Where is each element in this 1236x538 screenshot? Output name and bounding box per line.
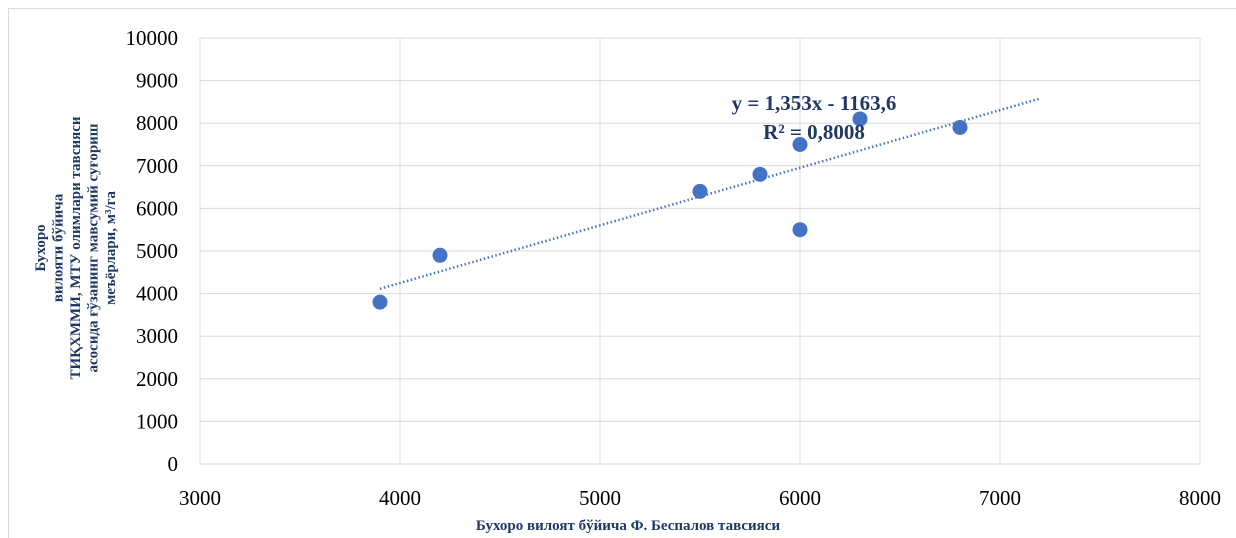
y-tick-label: 10000 xyxy=(126,26,179,50)
y-tick-label: 5000 xyxy=(136,239,178,263)
x-tick-label: 8000 xyxy=(1179,486,1221,510)
y-tick-label: 8000 xyxy=(136,111,178,135)
data-point xyxy=(692,183,708,199)
trendline xyxy=(379,97,1041,290)
gridlines xyxy=(199,37,1201,465)
data-points xyxy=(372,111,968,310)
data-point xyxy=(952,119,968,135)
data-point xyxy=(792,137,808,152)
y-tick-label: 9000 xyxy=(136,69,178,93)
data-point xyxy=(432,247,448,263)
y-tick-label: 6000 xyxy=(136,196,178,220)
trendline-equation: y = 1,353x - 1163,6 xyxy=(732,91,897,115)
r-squared-label: R² = 0,8008 xyxy=(763,120,865,144)
y-axis-title-line: меъёрлари, м³/га xyxy=(103,191,119,305)
y-axis-title-line: Бухоро xyxy=(33,224,49,271)
y-tick-label: 3000 xyxy=(136,324,178,348)
y-tick-label: 4000 xyxy=(136,282,178,306)
x-tick-label: 7000 xyxy=(979,486,1021,510)
y-tick-label: 2000 xyxy=(136,367,178,391)
data-point xyxy=(372,294,388,310)
y-axis-ticks: 0 1000 2000 3000 4000 5000 6000 7000 8000 9000 100… xyxy=(126,26,179,476)
data-point xyxy=(852,111,868,127)
x-tick-label: 4000 xyxy=(379,486,421,510)
y-tick-label: 7000 xyxy=(136,154,178,178)
y-axis-title-line: асосида ғўзанинг мавсумий суғориш xyxy=(86,123,102,372)
y-tick-label: 1000 xyxy=(136,409,178,433)
data-point xyxy=(752,166,768,182)
data-point xyxy=(792,222,808,238)
y-tick-label: 0 xyxy=(168,452,179,476)
y-axis-title: Бухоро вилояти бўйича ТИҚХММИ, МТУ олимлар… xyxy=(33,116,119,379)
chart-area xyxy=(8,8,1236,538)
x-tick-label: 3000 xyxy=(179,486,221,510)
trendline-group xyxy=(379,97,1041,290)
x-axis-title: Бухоро вилоят бўйича Ф. Беспалов тавсияс… xyxy=(476,518,781,534)
x-tick-label: 6000 xyxy=(779,486,821,510)
x-tick-label: 5000 xyxy=(579,486,621,510)
x-axis-ticks: 3000 4000 5000 6000 7000 8000 xyxy=(179,486,1221,510)
y-axis-title-line: ТИҚХММИ, МТУ олимлари тавсияси xyxy=(68,116,84,379)
y-axis-title-line: вилояти бўйича xyxy=(51,193,67,302)
